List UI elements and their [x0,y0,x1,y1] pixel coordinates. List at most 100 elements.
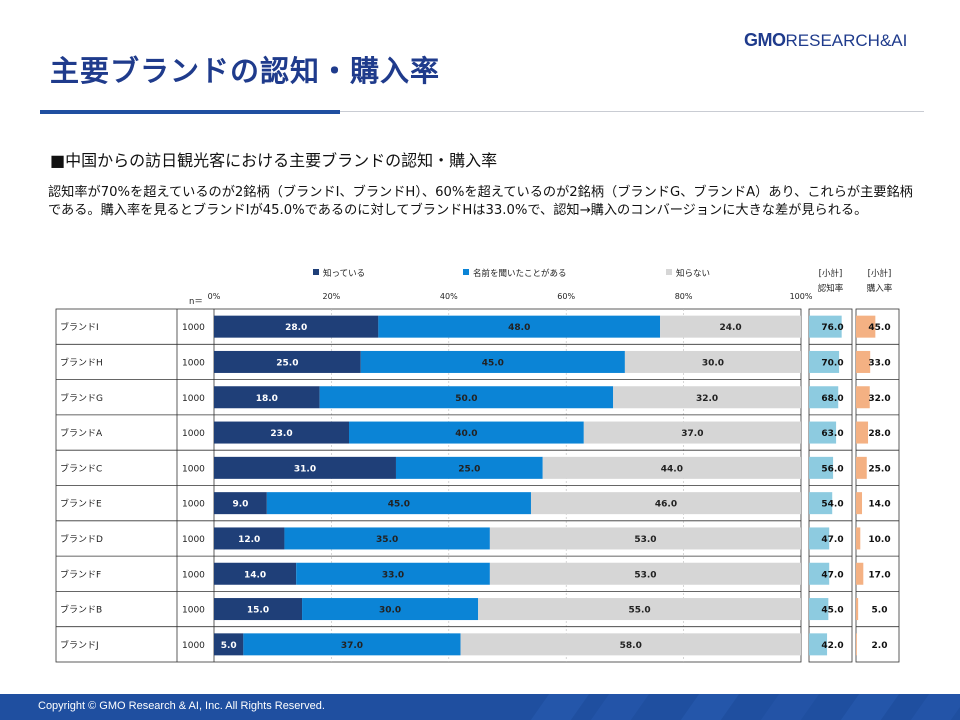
legend-swatch [313,269,319,275]
row-label: ブランドD [60,533,103,545]
bar-segment [613,386,801,409]
legend-swatch [463,269,469,275]
row-label: ブランドI [60,321,99,333]
bar-value-label: 37.0 [341,641,363,651]
header-accent-bar [40,110,340,114]
logo-mark: GMO [744,30,786,50]
bar-segment [302,598,479,621]
row-n: 1000 [182,535,205,545]
legend-label: 知っている [323,268,365,279]
purchase-value: 28.0 [868,429,890,439]
purchase-value: 14.0 [868,500,890,510]
row-n: 1000 [182,570,205,580]
awareness-bar [809,633,828,656]
bar-segment [214,456,396,479]
purchase-bar [856,421,869,444]
awareness-bar [809,350,840,373]
bar-value-label: 31.0 [294,464,316,474]
bar-value-label: 25.0 [276,358,298,368]
awareness-bar [809,386,839,409]
bar-segment [214,492,267,515]
row-label: ブランドA [60,427,103,439]
awareness-bar [809,527,830,550]
footer-stripe [840,694,900,720]
bar-value-label: 24.0 [719,323,741,333]
purchase-bar [856,633,857,656]
bar-value-label: 9.0 [232,500,248,510]
bar-segment [266,492,531,515]
footer-bar: Copyright © GMO Research & AI, Inc. All … [0,694,960,720]
purchase-header-top: [小計] [868,268,892,279]
bar-segment [284,527,490,550]
bar-segment [542,456,801,479]
awareness-header-top: [小計] [819,268,843,279]
bar-value-label: 30.0 [379,606,401,616]
bar-value-label: 28.0 [285,323,307,333]
bar-segment [624,350,801,373]
footer-stripe [680,694,740,720]
section-subtitle: ■中国からの訪日観光客における主要ブランドの認知・購入率 [50,151,498,170]
awareness-value: 47.0 [821,535,843,545]
row-label: ブランドE [60,498,102,510]
bar-value-label: 53.0 [634,535,656,545]
purchase-header-bottom: 購入率 [867,283,893,294]
purchase-value: 17.0 [868,570,890,580]
bar-segment [214,562,297,585]
bar-segment [489,527,801,550]
bar-segment [296,562,490,585]
x-tick-label: 0% [208,292,221,301]
footer-stripe [910,694,960,720]
row-label: ブランドG [60,392,103,404]
header-divider [40,111,924,112]
x-tick-label: 100% [790,292,813,301]
awareness-value: 54.0 [821,500,843,510]
bar-value-label: 30.0 [702,358,724,368]
purchase-bar [856,456,867,479]
awareness-bar [809,562,830,585]
row-n: 1000 [182,323,205,333]
bar-segment [214,350,361,373]
purchase-bar [856,350,871,373]
purchase-bar [856,598,859,621]
bar-value-label: 40.0 [455,429,477,439]
row-n: 1000 [182,606,205,616]
bar-segment [395,456,543,479]
bar-value-label: 58.0 [620,641,642,651]
purchase-bar [856,492,863,515]
awareness-value: 70.0 [821,358,843,368]
legend-label: 知らない [676,268,710,279]
bar-value-label: 33.0 [382,570,404,580]
purchase-value: 45.0 [868,323,890,333]
awareness-value: 45.0 [821,606,843,616]
bar-value-label: 45.0 [388,500,410,510]
row-n: 1000 [182,394,205,404]
row-label: ブランドH [60,356,103,368]
row-label: ブランドF [60,568,101,580]
purchase-value: 25.0 [868,464,890,474]
row-n: 1000 [182,464,205,474]
bar-value-label: 12.0 [238,535,260,545]
x-tick-label: 80% [675,292,693,301]
bar-segment [214,598,303,621]
bar-value-label: 37.0 [681,429,703,439]
row-n: 1000 [182,358,205,368]
awareness-value: 42.0 [821,641,843,651]
x-tick-label: 40% [440,292,458,301]
awareness-value: 47.0 [821,570,843,580]
bar-segment [349,421,584,444]
x-tick-label: 60% [557,292,575,301]
bar-segment [214,386,320,409]
bar-segment [378,315,661,338]
purchase-value: 33.0 [868,358,890,368]
row-label: ブランドJ [60,639,99,651]
row-label: ブランドB [60,604,102,616]
bar-value-label: 35.0 [376,535,398,545]
awareness-header-bottom: 認知率 [818,283,844,294]
row-n: 1000 [182,429,205,439]
bar-segment [478,598,801,621]
company-logo: GMORESEARCH&AI [744,30,907,51]
bar-segment [243,633,461,656]
bar-value-label: 53.0 [634,570,656,580]
x-tick-label: 20% [323,292,341,301]
